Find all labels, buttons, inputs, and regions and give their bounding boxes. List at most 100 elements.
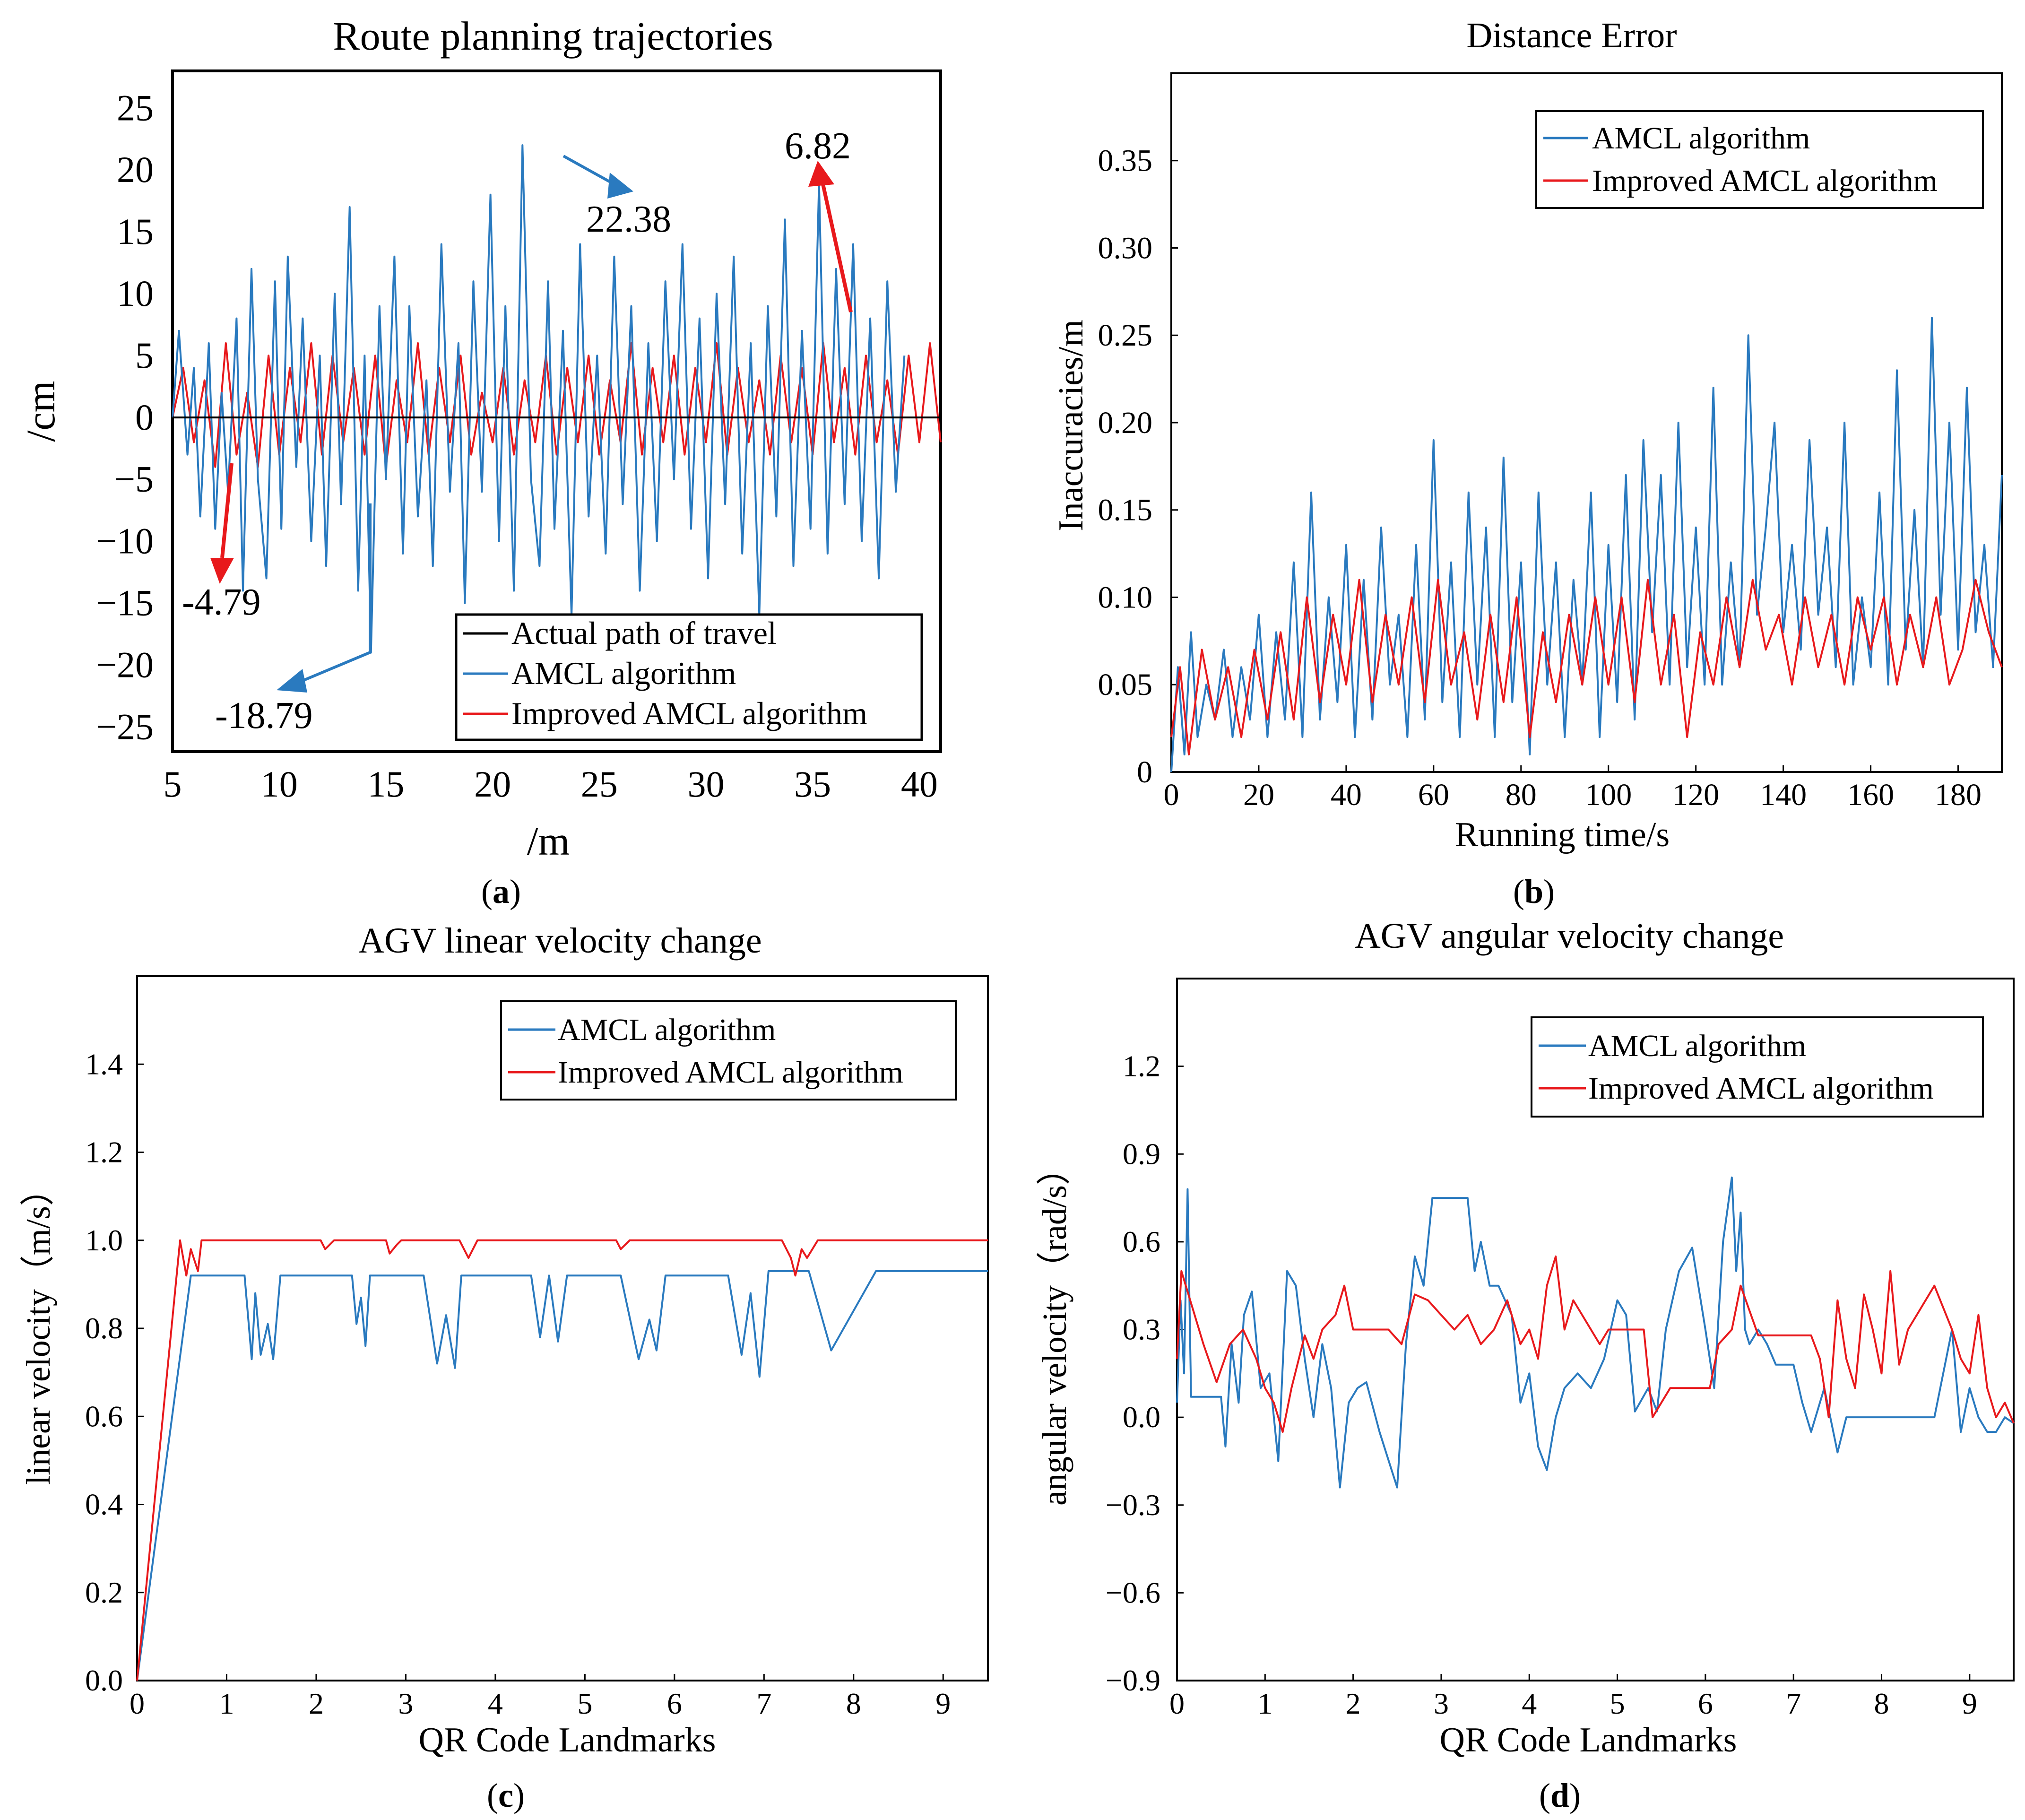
y-tick-label: 1.2 bbox=[1123, 1049, 1160, 1083]
y-tick-label: −10 bbox=[96, 520, 154, 562]
panel-d-title: AGV angular velocity change bbox=[1355, 916, 1784, 956]
x-tick-label: 5 bbox=[1610, 1687, 1625, 1720]
legend-label-amcl-d: AMCL algorithm bbox=[1588, 1029, 1806, 1063]
y-tick-label: 10 bbox=[117, 273, 154, 314]
y-tick-label: 0.8 bbox=[85, 1311, 123, 1345]
x-tick-label: 15 bbox=[367, 763, 404, 805]
x-tick-label: 5 bbox=[577, 1687, 592, 1720]
legend-label-improved-a: Improved AMCL algorithm bbox=[511, 695, 867, 731]
panel-d-legend-box bbox=[1531, 1016, 1984, 1118]
x-tick-label: 6 bbox=[667, 1687, 682, 1720]
legend-label-actual: Actual path of travel bbox=[511, 615, 777, 651]
panel-d-plot: 0 1 2 3 4 5 6 7 8 9 −0.9 −0.6 −0.3 0.0 0.3 0.6 0.9 1.2 bbox=[1106, 978, 2015, 1720]
x-tick-label: 0 bbox=[1169, 1687, 1185, 1720]
panel-b: Distance Error Inaccuracies/m Running ti… bbox=[1052, 16, 2003, 910]
y-tick-label: 0.15 bbox=[1098, 493, 1153, 528]
y-tick-label: 0.0 bbox=[85, 1664, 123, 1697]
x-tick-label: 0 bbox=[130, 1687, 145, 1720]
legend-label-improved-c: Improved AMCL algorithm bbox=[558, 1055, 903, 1090]
panel-a-caption: (a) bbox=[481, 873, 521, 910]
annotation-arrowhead-neg-4-79 bbox=[210, 558, 234, 584]
legend-label-improved-b: Improved AMCL algorithm bbox=[1592, 164, 1938, 198]
annotation-arrow-22-38 bbox=[562, 155, 615, 186]
x-tick-label: 1 bbox=[1257, 1687, 1272, 1720]
panel-b-plot: 0 20 40 60 80 100 120 140 160 180 0 0.05 0.10 0.15 0.2… bbox=[1098, 72, 2003, 812]
x-tick-label: 3 bbox=[1434, 1687, 1449, 1720]
x-tick-label: 4 bbox=[488, 1687, 503, 1720]
annotation-arrow-neg-4-79 bbox=[220, 463, 234, 558]
x-tick-label: 25 bbox=[581, 763, 618, 805]
x-tick-label: 40 bbox=[1331, 778, 1362, 812]
x-tick-label: 120 bbox=[1672, 778, 1719, 812]
x-tick-label: 9 bbox=[1962, 1687, 1977, 1720]
x-tick-label: 6 bbox=[1698, 1687, 1713, 1720]
y-tick-label: −0.9 bbox=[1106, 1664, 1160, 1697]
x-tick-label: 2 bbox=[1346, 1687, 1361, 1720]
series-line-amcl-algorithm bbox=[136, 1270, 988, 1681]
x-tick-label: 3 bbox=[398, 1687, 413, 1720]
x-tick-label: 20 bbox=[1243, 778, 1274, 812]
panel-b-legend-box bbox=[1535, 110, 1984, 209]
y-tick-label: 0.4 bbox=[85, 1488, 123, 1521]
x-tick-label: 20 bbox=[474, 763, 511, 805]
y-tick-label: 25 bbox=[117, 87, 154, 128]
x-tick-label: 7 bbox=[1786, 1687, 1801, 1720]
panel-a-title: Route planning trajectories bbox=[333, 13, 773, 59]
y-tick-label: 1.0 bbox=[85, 1223, 123, 1257]
annotation-arrowhead-22-38 bbox=[607, 173, 633, 199]
y-tick-label: 5 bbox=[135, 335, 154, 376]
series-line-improved-amcl-algorithm bbox=[1170, 579, 2003, 755]
panel-a-annotations: 22.38 6.82 -4.79 -18.79 bbox=[182, 125, 853, 737]
panel-d-xlabel: QR Code Landmarks bbox=[1440, 1721, 1737, 1759]
x-tick-label: 8 bbox=[1874, 1687, 1889, 1720]
y-tick-label: 20 bbox=[117, 149, 154, 190]
y-tick-label: 0 bbox=[1137, 755, 1152, 789]
x-tick-label: 40 bbox=[901, 763, 938, 805]
annotation-arrow-neg-18-79 bbox=[302, 503, 372, 682]
y-tick-label: −25 bbox=[96, 706, 154, 747]
panel-d: AGV angular velocity change angular velo… bbox=[1036, 916, 2015, 1814]
panel-c-caption-letter: c bbox=[498, 1777, 513, 1814]
panel-c-caption: (c) bbox=[487, 1777, 525, 1814]
x-tick-label: 8 bbox=[846, 1687, 861, 1720]
x-tick-label: 2 bbox=[309, 1687, 324, 1720]
series-line-amcl-algorithm bbox=[1176, 1176, 2015, 1489]
y-tick-label: 0.20 bbox=[1098, 406, 1153, 440]
panel-a-legend-box bbox=[455, 613, 923, 741]
annotation-arrow-6-82 bbox=[821, 182, 853, 312]
y-tick-label: 15 bbox=[117, 211, 154, 252]
y-tick-label: 0.25 bbox=[1098, 318, 1153, 353]
panel-b-caption-letter: b bbox=[1524, 873, 1543, 910]
legend-label-improved-d: Improved AMCL algorithm bbox=[1588, 1071, 1934, 1106]
panel-b-ylabel: Inaccuracies/m bbox=[1052, 320, 1090, 531]
y-tick-label: 1.2 bbox=[85, 1135, 123, 1169]
panel-c-xlabel: QR Code Landmarks bbox=[419, 1721, 716, 1759]
x-tick-label: 10 bbox=[261, 763, 298, 805]
x-tick-label: 35 bbox=[794, 763, 831, 805]
x-tick-label: 5 bbox=[164, 763, 182, 805]
annotation-22-38: 22.38 bbox=[586, 199, 671, 240]
panel-a-xlabel: /m bbox=[527, 818, 570, 864]
y-tick-label: −0.3 bbox=[1106, 1488, 1160, 1522]
panel-a-caption-letter: a bbox=[493, 873, 510, 910]
panel-d-ylabel: angular velocity（rad/s） bbox=[1036, 1151, 1073, 1506]
y-tick-label: −0.6 bbox=[1106, 1576, 1160, 1609]
panel-d-caption: (d) bbox=[1539, 1777, 1581, 1814]
y-tick-label: 0.35 bbox=[1098, 144, 1153, 178]
legend-label-amcl-a: AMCL algorithm bbox=[511, 655, 736, 691]
y-tick-label: 0.3 bbox=[1123, 1313, 1160, 1346]
annotation-arrowhead-neg-18-79 bbox=[277, 669, 307, 693]
panel-b-legend: AMCL algorithm Improved AMCL algorithm bbox=[1535, 110, 1984, 209]
panel-c: AGV linear velocity change linear veloci… bbox=[19, 921, 989, 1814]
x-tick-label: 1 bbox=[219, 1687, 234, 1720]
legend-label-amcl-b: AMCL algorithm bbox=[1592, 121, 1810, 156]
y-tick-label: −5 bbox=[114, 459, 154, 500]
x-tick-label: 100 bbox=[1585, 778, 1632, 812]
x-tick-label: 9 bbox=[935, 1687, 951, 1720]
legend-label-amcl-c: AMCL algorithm bbox=[558, 1013, 776, 1047]
x-tick-label: 80 bbox=[1506, 778, 1537, 812]
panel-c-legend: AMCL algorithm Improved AMCL algorithm bbox=[500, 1000, 957, 1101]
y-tick-label: 0.10 bbox=[1098, 580, 1153, 615]
